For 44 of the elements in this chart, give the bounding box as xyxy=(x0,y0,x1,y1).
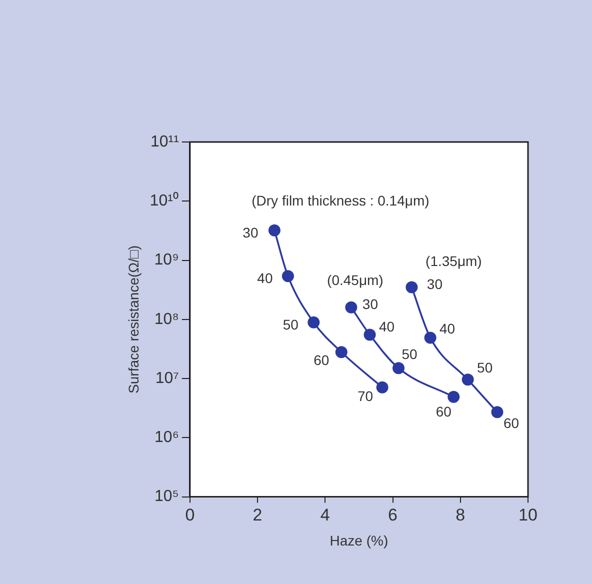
point xyxy=(364,328,376,341)
y-tick-label: 10⁷ xyxy=(155,370,180,387)
y-tick-label: 10¹⁰ xyxy=(150,192,179,210)
annotation: 40 xyxy=(440,320,456,337)
point xyxy=(335,346,348,358)
annotation: 50 xyxy=(282,316,299,332)
x-axis-title: Haze (%) xyxy=(330,532,388,548)
annotation: 30 xyxy=(362,296,378,312)
annotation: 30 xyxy=(426,276,443,292)
y-axis-title: Surface resistance(Ω/□) xyxy=(125,245,142,394)
point xyxy=(448,390,460,403)
x-tick-label: 0 xyxy=(185,506,195,525)
x-tick-label: 10 xyxy=(518,506,538,525)
point xyxy=(392,362,405,374)
point xyxy=(345,301,358,314)
annotation: 40 xyxy=(257,270,273,286)
series-label: (0.45μm) xyxy=(327,272,384,288)
point xyxy=(282,270,294,282)
series-label: (Dry film thickness : 0.14μm) xyxy=(252,192,430,208)
annotation: 60 xyxy=(436,404,452,420)
annotation: 50 xyxy=(477,359,493,376)
annotation: 60 xyxy=(503,415,520,432)
y-tick-label: 10⁵ xyxy=(154,488,179,506)
y-tick-label: 10⁸ xyxy=(154,310,179,328)
annotation: 70 xyxy=(358,388,374,404)
y-tick-label: 10⁶ xyxy=(154,429,179,446)
y-tick-label: 10¹¹ xyxy=(150,133,179,150)
x-tick-label: 8 xyxy=(456,506,466,525)
annotation: 30 xyxy=(242,224,258,240)
x-tick-label: 2 xyxy=(252,506,262,525)
annotation: 40 xyxy=(378,318,395,335)
series-label: (1.35μm) xyxy=(426,253,482,270)
annotation: 60 xyxy=(314,352,330,368)
point xyxy=(406,281,418,294)
point xyxy=(462,374,474,386)
point xyxy=(491,406,504,418)
y-tick-label: 10⁹ xyxy=(154,252,179,269)
x-tick-label: 4 xyxy=(320,506,330,525)
point xyxy=(308,316,320,328)
x-tick-label: 6 xyxy=(388,506,398,525)
annotation: 50 xyxy=(402,346,418,362)
point xyxy=(376,381,388,394)
point xyxy=(424,332,436,344)
point xyxy=(268,224,280,236)
